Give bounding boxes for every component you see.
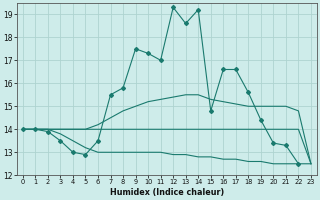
X-axis label: Humidex (Indice chaleur): Humidex (Indice chaleur) <box>110 188 224 197</box>
